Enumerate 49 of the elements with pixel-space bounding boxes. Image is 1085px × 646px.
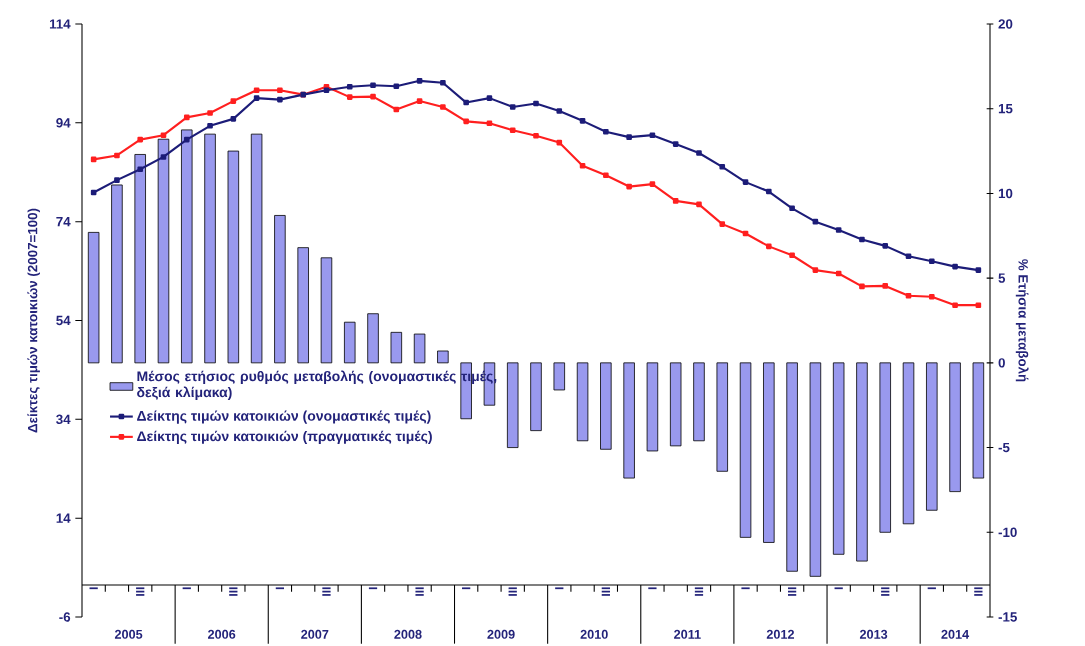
y-tick-label: 14 <box>56 513 71 523</box>
x-tick-label: I <box>834 587 843 590</box>
text: 2013 <box>859 629 888 639</box>
x-tick-label: I <box>648 587 657 590</box>
x-tick-label: I <box>368 587 378 590</box>
x-tick-label: III <box>229 587 238 596</box>
x-tick-label: I <box>927 587 936 590</box>
y2-tick-label: -15 <box>998 612 1017 622</box>
text: 2007 <box>301 629 329 639</box>
x-tick-label: III <box>787 587 797 596</box>
y2-tick-label: 20 <box>998 19 1013 29</box>
x-tick-label: III <box>136 587 145 596</box>
y2-tick-label: 5 <box>998 273 1006 283</box>
y2-tick-label: -5 <box>998 442 1010 453</box>
x-tick-label: I <box>555 587 564 590</box>
y-tick-label: 94 <box>56 118 71 128</box>
y2-tick-label: 15 <box>998 104 1013 114</box>
x-tick-label: III <box>601 587 610 596</box>
text: 2011 <box>674 629 701 639</box>
legend-label: Δείκτης τιμών κατοικιών (ονομαστικές τιμές) <box>137 410 431 424</box>
text: 2009 <box>487 629 515 639</box>
x-tick-label: III <box>415 587 424 596</box>
legend-label: Δείκτης τιμών κατοικιών (πραγματικές τιμές) <box>137 430 432 444</box>
text: 2012 <box>766 629 795 639</box>
y2-tick-label: -10 <box>998 527 1017 537</box>
x-tick-label: I <box>741 587 750 590</box>
y-tick-label: 34 <box>56 414 71 425</box>
text: 2008 <box>394 629 422 639</box>
text: 2006 <box>208 629 236 639</box>
y2-tick-label: 10 <box>998 188 1013 199</box>
x-tick-label: III <box>508 587 517 596</box>
x-tick-label: I <box>462 587 471 590</box>
x-tick-label: III <box>694 587 704 596</box>
x-tick-label: III <box>322 587 331 596</box>
text: 2010 <box>580 629 608 639</box>
text: 2005 <box>114 629 143 639</box>
x-tick-label: III <box>974 587 983 596</box>
x-tick-label: III <box>881 587 890 596</box>
x-tick-label: I <box>89 587 98 590</box>
y-tick-label: 54 <box>56 315 71 326</box>
y2-axis-title: % Ετήσια μεταβολή <box>1015 259 1029 382</box>
y-tick-label: 74 <box>56 217 71 227</box>
y-tick-label: 114 <box>49 19 71 29</box>
y-axis-title: Δείκτες τιμών κατοικιών (2007=100) <box>27 208 40 433</box>
y2-tick-label: 0 <box>998 358 1005 368</box>
x-tick-label: I <box>275 587 285 590</box>
y-tick-label: -6 <box>59 612 71 622</box>
x-tick-label: I <box>182 587 191 590</box>
text: 2014 <box>941 629 970 639</box>
